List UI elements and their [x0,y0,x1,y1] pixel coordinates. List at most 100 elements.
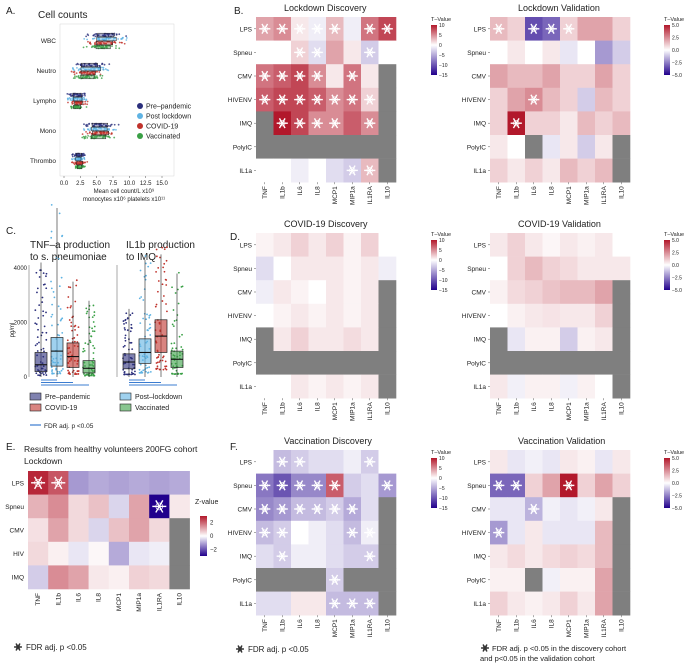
panel-c-point [155,248,158,251]
heatmap-row-label: PolyIC [233,577,252,584]
star-stroke [278,503,286,515]
star-stroke [366,527,374,538]
legend-discovery-b-title: T–Value [431,17,451,23]
panel-c-point [50,287,53,290]
heatmap-cell [291,374,309,399]
heatmap-e-cell [169,471,190,495]
panel-c-point [140,296,143,298]
panel-c-legend-swatch [29,392,42,401]
panel-a-point [94,41,96,44]
panel-c-point [124,339,127,342]
panel-a-point [82,75,85,77]
star-ring [366,553,373,560]
star-stroke [296,47,304,58]
panel-a-point [113,136,116,139]
panel-a-point [99,74,102,77]
heatmap-cell [612,111,631,136]
star-ring [261,482,268,489]
panel-c-box [122,353,136,370]
star-stroke [366,551,374,562]
panel-a-point [115,128,117,131]
heatmap-col-label: IL1RA [601,186,608,205]
star-ring [261,505,268,513]
heatmap-cell [256,591,274,616]
panel-a-point [96,70,99,73]
panel-c-point [76,334,79,336]
panel-a-point [83,154,86,156]
heatmap-cell [577,591,596,616]
heatmap-cell [378,64,397,89]
heatmap-cell [256,327,274,352]
heatmap-cell [378,374,397,399]
panel-a-point [81,64,84,66]
heatmap-e-cell [149,541,170,566]
heatmap-col-label: IL6 [531,619,538,628]
panel-c-point [91,330,94,333]
heatmap-cell [308,135,327,159]
star-ring [530,505,537,513]
heatmap-col-label: MCP1 [566,402,573,420]
heatmap-star [493,23,505,34]
heatmap-cell [378,591,397,616]
heatmap-cell [612,374,631,399]
panel-a-box [80,74,95,80]
panel-c-legend-label: Post–lockdown [135,394,182,401]
heatmap-col-label: IL6 [531,402,538,411]
heatmap-cell [490,450,508,474]
panel-c-point [91,327,93,330]
panel-a-point [77,63,79,66]
heatmap-col-label: MCP1 [566,186,573,204]
panel-a-point [79,98,81,101]
panel-c-point [45,272,48,275]
heatmap-cell [291,351,309,375]
star-stroke [261,527,269,538]
heatmap-cell [326,158,344,183]
heatmap-cell [326,327,344,352]
star-stroke [331,598,339,609]
heatmap-star [311,118,323,129]
heatmap-col-label: IL10 [384,186,391,199]
heatmap-col-label: MCP1 [332,619,339,637]
panel-a-point [103,131,106,134]
legend-validation-f-tick: 2.5 [672,469,679,475]
heatmap-star [364,598,376,609]
panel-c-point [171,372,174,375]
panel-c-point [58,371,61,373]
heatmap-cell [326,280,344,305]
panel-c-point [60,276,63,279]
panel-a-point [77,165,80,168]
star-stroke [155,499,164,513]
heatmap-star [294,47,306,58]
heatmap-cell [577,17,596,41]
panel-c-point [36,287,39,290]
panel-c-point [92,344,95,347]
heatmap-star [329,94,341,105]
panel-a-point [77,75,80,77]
heatmap-star [294,480,306,491]
panel-c-point [181,285,184,288]
star-ring [349,600,356,607]
heatmap-cell [525,568,543,592]
star-ring [349,529,356,536]
heatmap-star [311,47,323,58]
panel-c-point [51,324,53,327]
heatmap-star [346,598,358,609]
heatmap-cell [542,64,561,89]
panel-a-point [105,131,108,134]
heatmap-cell [273,327,292,352]
star-stroke [33,476,43,490]
panel-a-point [73,163,76,166]
panel-a-point [102,66,105,69]
panel-a-point [85,124,87,127]
panel-c-point [83,374,86,377]
heatmap-star [329,574,341,585]
panel-c-point [149,262,152,264]
panel-a-xtick-label: 12.5 [140,181,152,187]
heatmap-cell [577,544,596,569]
star-stroke [331,94,339,105]
heatmap-cell [507,497,526,522]
heatmap-star [381,23,393,34]
heatmap-row-label: CMV [238,74,253,81]
heatmap-star [276,503,288,515]
panel-c-point [165,279,168,281]
